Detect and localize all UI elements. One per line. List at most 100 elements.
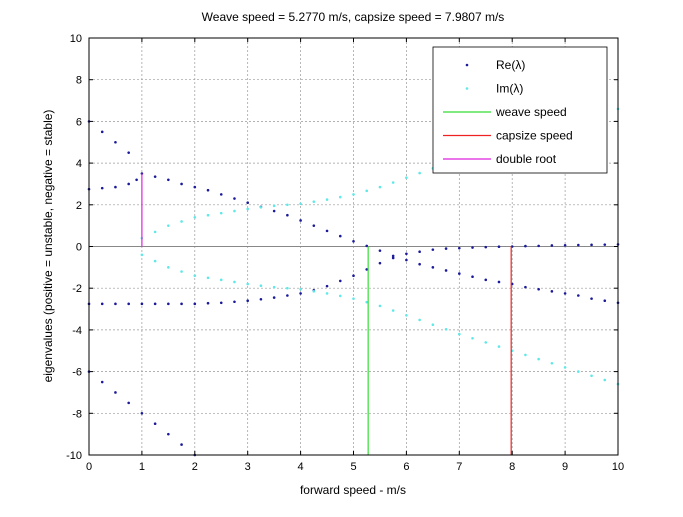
re-point (135, 178, 138, 182)
re-point (563, 292, 567, 295)
im-point (312, 290, 316, 293)
re-point (497, 245, 501, 249)
re-point (180, 443, 183, 446)
im-point (497, 345, 501, 348)
re-point (180, 182, 183, 186)
y-tick-label: 2 (76, 200, 82, 212)
legend: Re(λ) Im(λ) weave speed capsize speed double… (432, 46, 608, 174)
im-point (405, 314, 408, 317)
re-point (484, 278, 488, 282)
im-point (153, 259, 157, 263)
im-point (206, 276, 210, 280)
im-point (153, 230, 157, 234)
re-point (471, 246, 474, 249)
im-point (246, 282, 249, 286)
re-point (537, 287, 540, 291)
im-point (286, 203, 289, 207)
legend-label-capsize-speed: capsize speed (496, 129, 573, 143)
x-tick-label: 3 (245, 461, 251, 473)
re-point (114, 391, 117, 394)
re-point (127, 401, 130, 405)
re-point (246, 299, 249, 303)
re-point (299, 292, 302, 295)
im-point (259, 284, 263, 287)
im-point (365, 300, 369, 304)
re-point (299, 219, 302, 222)
re-point (537, 244, 540, 248)
re-point (127, 302, 130, 306)
im-point (405, 176, 408, 179)
im-point (352, 297, 355, 300)
y-tick-label: 6 (76, 116, 82, 128)
re-point (405, 252, 408, 256)
re-point (444, 269, 448, 272)
im-point (167, 266, 170, 269)
im-point (603, 378, 607, 382)
re-point (431, 266, 435, 269)
legend-swatch-re (465, 63, 469, 67)
x-tick-label: 6 (403, 461, 409, 473)
im-point (246, 207, 249, 211)
re-point (100, 186, 104, 190)
im-point (325, 198, 329, 201)
im-point (378, 185, 382, 189)
re-point (180, 302, 183, 306)
re-point (418, 262, 421, 266)
re-point (365, 244, 369, 248)
plot-marks (87, 107, 620, 457)
re-point (577, 243, 580, 247)
im-point (378, 304, 382, 308)
im-point (391, 181, 395, 184)
axis-ticks: 0 1 2 3 4 5 6 7 8 9 10 -10 -8 -6 -4 -2 0 2 4 6 8 10 (66, 33, 624, 473)
im-point (484, 341, 488, 344)
re-point (114, 302, 117, 306)
im-point (471, 336, 474, 340)
legend-label-double-root: double root (496, 152, 557, 166)
x-tick-label: 2 (192, 461, 198, 473)
re-point (114, 140, 117, 144)
re-point (524, 244, 527, 248)
im-point (180, 270, 183, 273)
re-point (550, 290, 554, 293)
re-point (233, 197, 236, 200)
re-point (577, 294, 580, 297)
re-point (153, 175, 157, 178)
re-point (286, 213, 289, 217)
im-point (259, 206, 263, 209)
y-tick-label: -4 (72, 325, 82, 337)
re-point (167, 302, 170, 306)
legend-label-im: Im(λ) (496, 82, 523, 96)
y-tick-label: -10 (66, 450, 82, 462)
im-point (219, 211, 223, 215)
re-point (590, 297, 593, 300)
re-point (246, 201, 249, 205)
im-point (352, 193, 355, 196)
re-point (458, 272, 461, 275)
im-point (272, 285, 276, 289)
y-tick-label: 4 (76, 158, 82, 170)
im-point (193, 274, 197, 277)
legend-label-re: Re(λ) (496, 58, 525, 72)
re-point (550, 244, 554, 247)
chart-title: Weave speed = 5.2770 m/s, capsize speed … (202, 10, 505, 24)
im-point (418, 171, 421, 175)
legend-box (432, 46, 608, 174)
re-point (219, 193, 223, 196)
im-point (590, 374, 593, 378)
re-point (378, 249, 382, 252)
re-point (233, 300, 236, 304)
re-point (286, 294, 289, 297)
re-point (167, 432, 170, 436)
re-point (338, 279, 342, 283)
x-tick-label: 7 (456, 461, 462, 473)
re-point (458, 246, 461, 250)
im-point (577, 370, 580, 373)
re-point (444, 247, 448, 250)
re-point (590, 243, 593, 247)
im-point (140, 253, 144, 257)
x-tick-label: 8 (509, 461, 515, 473)
re-point (431, 248, 435, 251)
re-point (497, 280, 501, 284)
im-point (524, 353, 527, 357)
